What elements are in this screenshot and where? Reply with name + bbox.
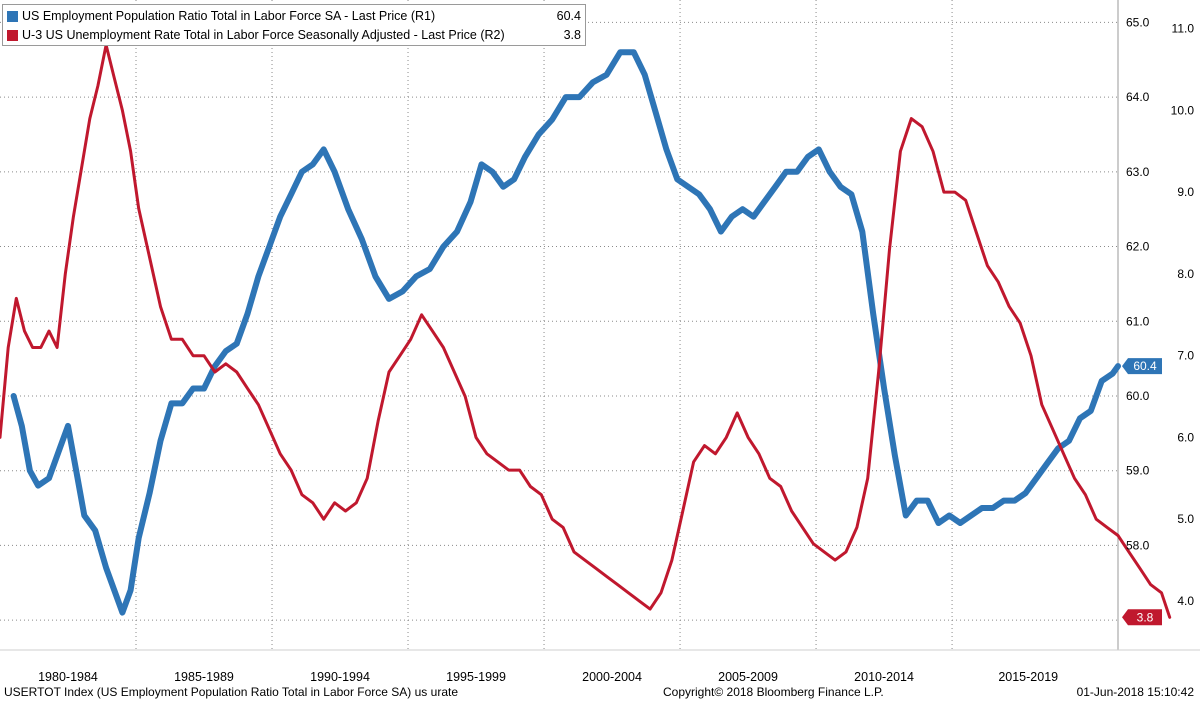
tick-label-x-3: 1995-1999 [446,670,506,684]
tick-label-r1-5: 62.0 [1126,240,1150,254]
tick-label-r1-3: 60.0 [1126,389,1150,403]
tick-label-r1-7: 64.0 [1126,90,1150,104]
tick-label-r2-1: 5.0 [1177,512,1194,526]
last-value-text-1: 3.8 [1137,610,1154,624]
legend-entry-employment: US Employment Population Ratio Total in … [7,7,581,26]
footer-copyright: Copyright© 2018 Bloomberg Finance L.P. [663,685,884,699]
legend: US Employment Population Ratio Total in … [2,4,586,46]
tick-label-r1-6: 63.0 [1126,165,1150,179]
tick-label-r1-1: 58.0 [1126,538,1150,552]
grid-layer [0,0,1200,651]
last-value-tag-1: 3.8 [1122,609,1162,626]
legend-label-employment: US Employment Population Ratio Total in … [22,9,436,23]
series-line-1 [0,43,1172,619]
tick-label-x-1: 1985-1989 [174,670,234,684]
tick-label-r2-7: 11.0 [1172,22,1195,36]
legend-last-unemployment: 3.8 [563,28,581,42]
footer-index-description: USERTOT Index (US Employment Population … [4,685,458,699]
tick-label-r2-5: 9.0 [1177,185,1194,199]
tick-label-r2-6: 10.0 [1171,103,1195,117]
tick-label-x-0: 1980-1984 [38,670,98,684]
tick-label-x-6: 2010-2014 [854,670,914,684]
legend-swatch-unemployment [7,30,18,41]
last-value-tag-0: 60.4 [1122,358,1162,375]
tick-label-r1-2: 59.0 [1126,464,1150,478]
tick-label-x-2: 1990-1994 [310,670,370,684]
tick-label-r1-4: 61.0 [1126,314,1150,328]
tick-label-r2-4: 8.0 [1177,267,1194,281]
tick-label-x-7: 2015-2019 [998,670,1058,684]
tick-label-r2-0: 4.0 [1177,594,1194,608]
tick-label-r2-3: 7.0 [1177,349,1194,363]
footer-timestamp: 01-Jun-2018 15:10:42 [1076,685,1194,699]
last-value-text-0: 60.4 [1133,359,1157,373]
tick-label-x-5: 2005-2009 [718,670,778,684]
legend-swatch-employment [7,11,18,22]
series-layer [0,43,1172,619]
legend-last-employment: 60.4 [556,9,581,23]
series-line-0 [10,49,1121,616]
ticks-layer: 57.058.059.060.061.062.063.064.065.04.05… [38,15,1194,684]
legend-entry-unemployment: U-3 US Unemployment Rate Total in Labor … [7,26,581,45]
legend-label-unemployment: U-3 US Unemployment Rate Total in Labor … [22,28,505,42]
tick-label-r2-2: 6.0 [1177,430,1194,444]
tick-label-r1-8: 65.0 [1126,15,1150,29]
tick-label-x-4: 2000-2004 [582,670,642,684]
